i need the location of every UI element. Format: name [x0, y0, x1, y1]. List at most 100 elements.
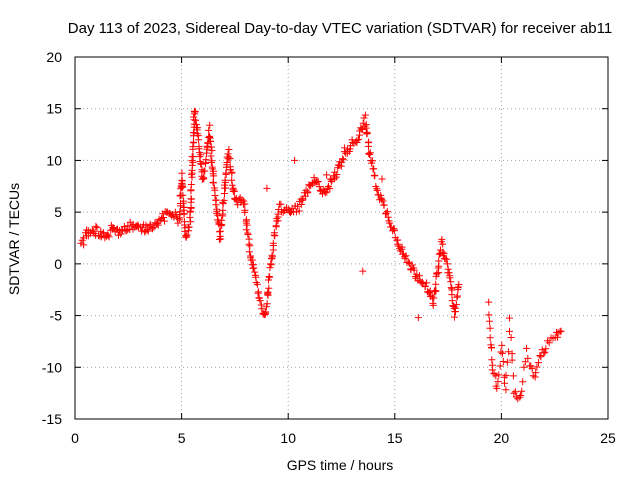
data-point	[339, 155, 347, 163]
data-point	[391, 227, 398, 235]
data-point	[323, 188, 331, 196]
data-point	[219, 200, 227, 208]
data-point	[452, 301, 460, 309]
data-point	[432, 280, 440, 288]
data-point	[432, 287, 440, 295]
data-point	[443, 260, 451, 268]
data-point	[202, 156, 210, 164]
data-point	[365, 142, 372, 150]
data-point	[250, 264, 258, 272]
data-point	[502, 371, 510, 379]
data-point	[499, 358, 507, 365]
data-point	[419, 278, 426, 286]
y-tick-label: 15	[46, 101, 62, 117]
data-point	[225, 146, 233, 153]
data-point	[366, 151, 373, 158]
data-point	[252, 279, 260, 286]
data-point	[365, 150, 373, 158]
data-point	[368, 157, 376, 165]
data-point	[200, 174, 207, 182]
data-point	[333, 171, 341, 178]
y-tick-label: -5	[50, 308, 63, 324]
data-point	[493, 384, 501, 392]
data-point	[486, 334, 494, 342]
data-point	[361, 111, 369, 119]
data-point	[187, 204, 195, 212]
data-point	[557, 327, 565, 335]
data-point	[408, 261, 416, 269]
data-point	[378, 175, 386, 183]
data-point	[542, 345, 550, 353]
data-point	[88, 226, 96, 234]
data-point	[532, 369, 540, 377]
data-point	[353, 136, 361, 144]
data-point	[486, 317, 493, 325]
data-point	[192, 116, 199, 124]
data-point	[454, 292, 461, 300]
data-point	[331, 175, 339, 183]
data-point	[379, 197, 387, 205]
data-point	[509, 372, 517, 380]
data-point	[206, 121, 214, 129]
data-point	[264, 288, 272, 296]
data-point	[359, 119, 367, 127]
data-point	[228, 181, 236, 189]
data-point	[174, 219, 182, 227]
data-point	[268, 251, 276, 259]
data-point	[274, 213, 282, 221]
data-point	[518, 387, 526, 395]
data-point	[217, 235, 225, 243]
data-point	[315, 183, 323, 191]
data-point	[414, 314, 422, 322]
data-point	[216, 227, 224, 235]
data-point	[208, 147, 216, 155]
data-point	[554, 333, 561, 341]
data-point	[371, 171, 379, 179]
data-point	[501, 379, 508, 387]
data-point	[269, 239, 277, 247]
x-tick-label: 10	[280, 430, 296, 446]
y-axis-label: SDTVAR / TECUs	[6, 183, 22, 295]
data-point	[277, 200, 285, 208]
data-point	[117, 230, 125, 238]
data-point	[210, 172, 218, 180]
data-point	[122, 227, 130, 235]
data-point	[380, 201, 388, 209]
data-point	[231, 187, 239, 195]
data-point	[488, 356, 496, 364]
data-point	[187, 218, 195, 226]
data-point	[492, 372, 500, 380]
data-point	[93, 224, 101, 232]
data-point	[556, 328, 564, 336]
data-point	[394, 240, 402, 248]
data-point	[154, 221, 162, 229]
data-point	[517, 392, 525, 399]
data-point	[429, 301, 437, 309]
data-point	[245, 240, 253, 248]
y-tick-label: -10	[42, 359, 62, 375]
data-point	[310, 174, 318, 182]
data-point	[206, 133, 213, 141]
data-point	[190, 139, 198, 147]
data-point	[498, 349, 506, 357]
data-point	[211, 192, 219, 199]
chart-title: Day 113 of 2023, Sidereal Day-to-day VTE…	[68, 20, 612, 37]
data-point	[182, 232, 190, 240]
data-point	[207, 152, 215, 160]
data-point	[213, 209, 221, 217]
data-point	[498, 341, 506, 349]
data-point	[178, 169, 186, 177]
data-point	[402, 252, 410, 260]
data-point	[271, 232, 279, 240]
data-point	[398, 243, 406, 251]
data-point	[144, 227, 152, 235]
data-point	[190, 116, 198, 124]
data-point	[339, 156, 347, 164]
x-axis-label: GPS time / hours	[287, 457, 394, 473]
data-point	[327, 178, 335, 186]
x-tick-label: 15	[387, 430, 403, 446]
data-point	[485, 311, 493, 319]
data-point	[146, 220, 154, 228]
data-point	[496, 362, 504, 370]
data-point	[455, 281, 463, 288]
